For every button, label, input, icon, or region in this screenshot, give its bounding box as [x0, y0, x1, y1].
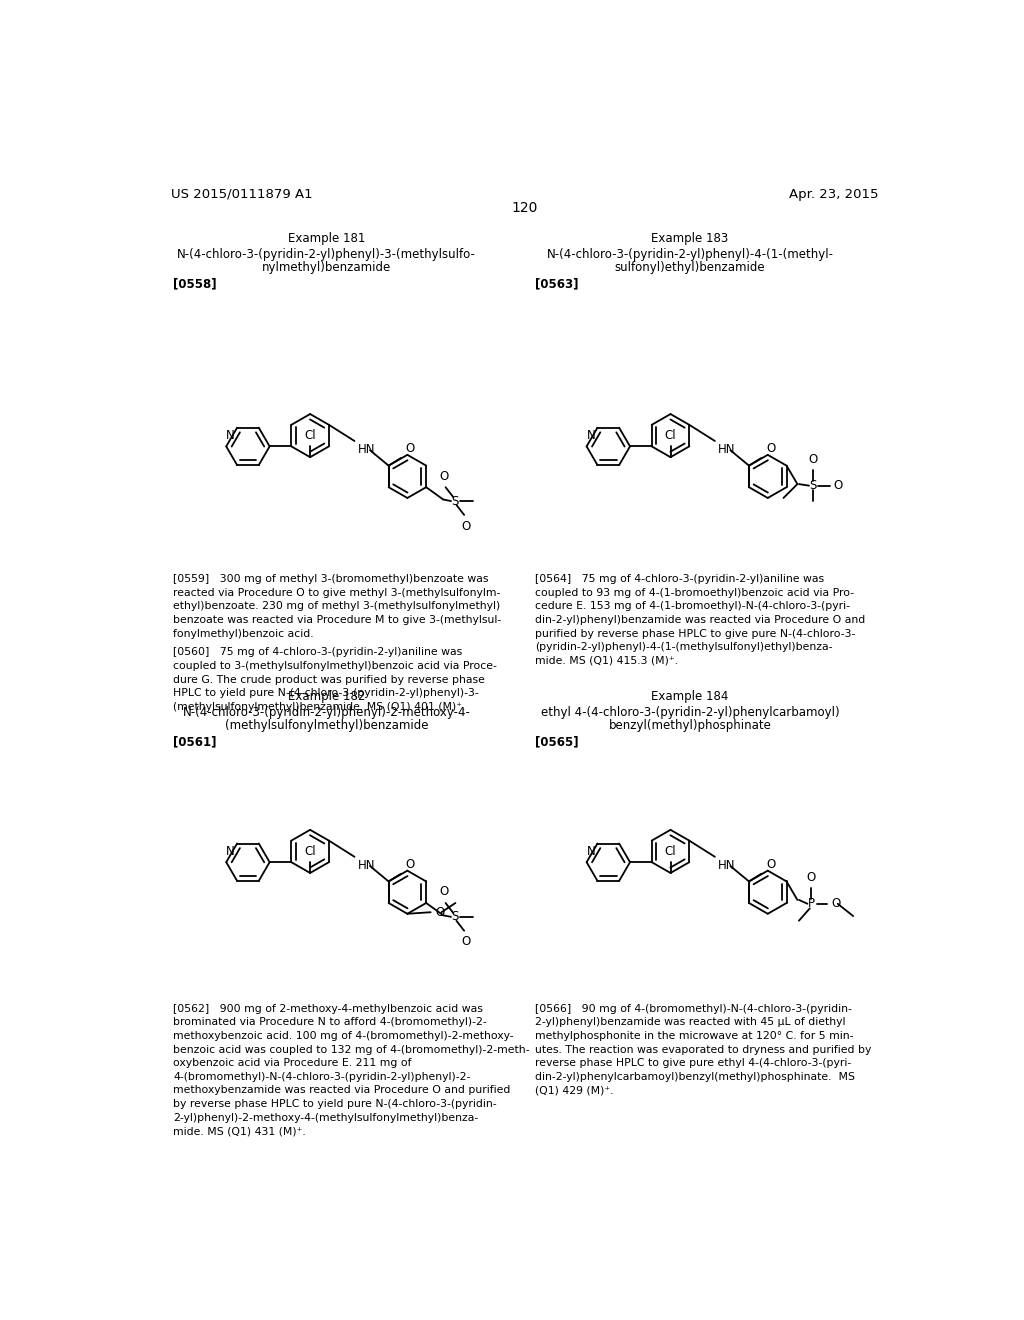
Text: N-(4-chloro-3-(pyridin-2-yl)phenyl)-2-methoxy-4-: N-(4-chloro-3-(pyridin-2-yl)phenyl)-2-me…: [182, 706, 470, 719]
Text: sulfonyl)ethyl)benzamide: sulfonyl)ethyl)benzamide: [614, 261, 765, 273]
Text: Cl: Cl: [304, 429, 316, 442]
Text: N: N: [226, 845, 234, 858]
Text: [0562]   900 mg of 2-methoxy-4-methylbenzoic acid was
brominated via Procedure N: [0562] 900 mg of 2-methoxy-4-methylbenzo…: [173, 1003, 529, 1137]
Text: 120: 120: [512, 201, 538, 215]
Text: (methylsulfonylmethyl)benzamide: (methylsulfonylmethyl)benzamide: [224, 719, 428, 733]
Text: S: S: [452, 911, 459, 924]
Text: HN: HN: [357, 859, 375, 873]
Text: N: N: [587, 429, 595, 442]
Text: N-(4-chloro-3-(pyridin-2-yl)phenyl)-4-(1-(methyl-: N-(4-chloro-3-(pyridin-2-yl)phenyl)-4-(1…: [547, 248, 834, 261]
Text: [0563]: [0563]: [535, 277, 579, 290]
Text: HN: HN: [718, 444, 735, 457]
Text: O: O: [439, 470, 449, 483]
Text: [0564]   75 mg of 4-chloro-3-(pyridin-2-yl)aniline was
coupled to 93 mg of 4-(1-: [0564] 75 mg of 4-chloro-3-(pyridin-2-yl…: [535, 574, 865, 665]
Text: O: O: [766, 442, 775, 455]
Text: [0565]: [0565]: [535, 737, 579, 748]
Text: Apr. 23, 2015: Apr. 23, 2015: [790, 187, 879, 201]
Text: P: P: [808, 898, 815, 911]
Text: O: O: [406, 858, 415, 871]
Text: Cl: Cl: [665, 845, 676, 858]
Text: S: S: [809, 479, 816, 492]
Text: [0560]   75 mg of 4-chloro-3-(pyridin-2-yl)aniline was
coupled to 3-(methylsulfo: [0560] 75 mg of 4-chloro-3-(pyridin-2-yl…: [173, 647, 497, 711]
Text: [0561]: [0561]: [173, 737, 216, 748]
Text: nylmethyl)benzamide: nylmethyl)benzamide: [262, 261, 391, 273]
Text: benzyl(methyl)phosphinate: benzyl(methyl)phosphinate: [608, 719, 771, 733]
Text: [0559]   300 mg of methyl 3-(bromomethyl)benzoate was
reacted via Procedure O to: [0559] 300 mg of methyl 3-(bromomethyl)b…: [173, 574, 501, 639]
Text: S: S: [452, 495, 459, 508]
Text: O: O: [406, 442, 415, 455]
Text: Example 183: Example 183: [651, 231, 728, 244]
Text: O: O: [766, 858, 775, 871]
Text: N: N: [587, 845, 595, 858]
Text: O: O: [834, 479, 843, 492]
Text: Example 181: Example 181: [288, 231, 366, 244]
Text: HN: HN: [357, 444, 375, 457]
Text: N-(4-chloro-3-(pyridin-2-yl)phenyl)-3-(methylsulfo-: N-(4-chloro-3-(pyridin-2-yl)phenyl)-3-(m…: [177, 248, 476, 261]
Text: O: O: [439, 886, 449, 899]
Text: ethyl 4-(4-chloro-3-(pyridin-2-yl)phenylcarbamoyl): ethyl 4-(4-chloro-3-(pyridin-2-yl)phenyl…: [541, 706, 840, 719]
Text: O: O: [807, 871, 816, 884]
Text: Example 184: Example 184: [651, 689, 728, 702]
Text: Cl: Cl: [304, 845, 316, 858]
Text: HN: HN: [718, 859, 735, 873]
Text: O: O: [435, 906, 444, 919]
Text: O: O: [461, 936, 470, 948]
Text: Example 182: Example 182: [288, 689, 366, 702]
Text: O: O: [831, 898, 841, 911]
Text: N: N: [226, 429, 234, 442]
Text: O: O: [461, 520, 470, 532]
Text: Cl: Cl: [665, 429, 676, 442]
Text: O: O: [808, 453, 817, 466]
Text: US 2015/0111879 A1: US 2015/0111879 A1: [171, 187, 312, 201]
Text: [0558]: [0558]: [173, 277, 216, 290]
Text: [0566]   90 mg of 4-(bromomethyl)-N-(4-chloro-3-(pyridin-
2-yl)phenyl)benzamide : [0566] 90 mg of 4-(bromomethyl)-N-(4-chl…: [535, 1003, 871, 1096]
